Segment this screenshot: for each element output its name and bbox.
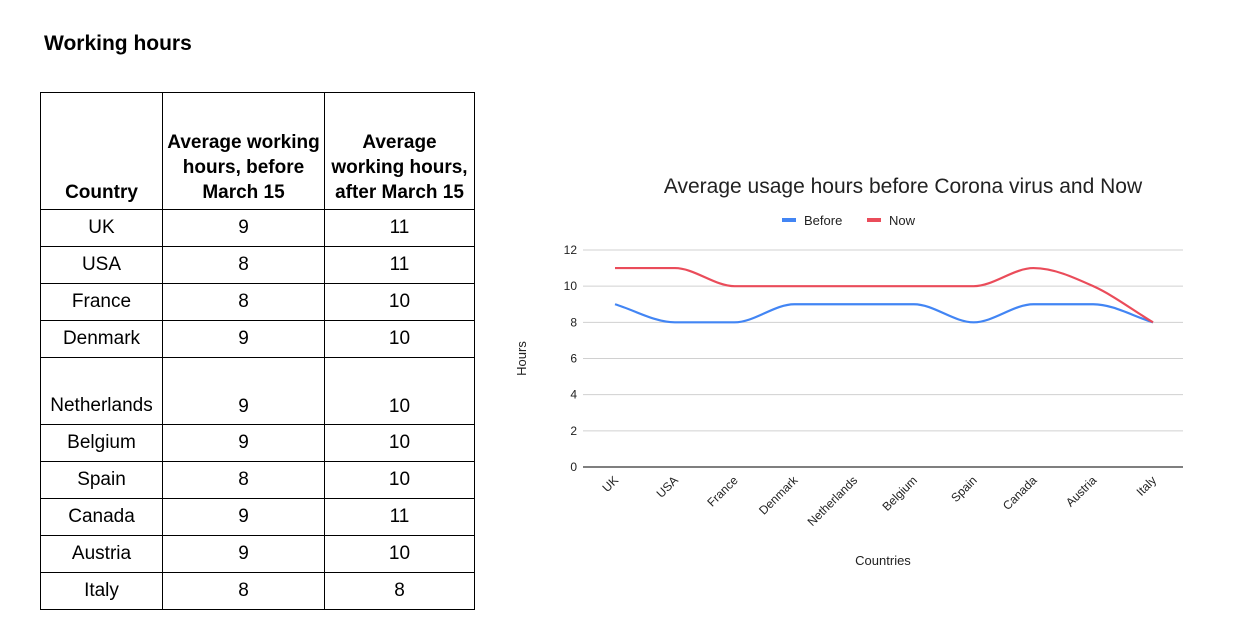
country-cell: Canada	[40, 498, 163, 536]
y-tick-label: 6	[570, 352, 577, 366]
x-tick-label: Belgium	[879, 473, 920, 514]
after-cell: 10	[324, 535, 475, 573]
header-after: Average working hours, after March 15	[324, 92, 475, 210]
legend-label-before: Before	[804, 213, 842, 228]
x-tick-label: Italy	[1134, 473, 1159, 498]
line-chart: Average usage hours before Corona virus …	[514, 175, 1183, 568]
table-row: France 8 10	[40, 283, 475, 321]
legend-label-now: Now	[889, 213, 916, 228]
table-row: Italy 8 8	[40, 572, 475, 610]
y-tick-label: 4	[570, 388, 577, 402]
after-cell: 10	[324, 461, 475, 499]
y-axis-title: Hours	[514, 341, 529, 376]
header-before: Average working hours, before March 15	[162, 92, 325, 210]
x-tick-label: Canada	[1000, 473, 1040, 513]
table-row: Belgium 9 10	[40, 424, 475, 462]
after-cell: 10	[324, 357, 475, 425]
before-cell: 9	[162, 357, 325, 425]
country-cell: Austria	[40, 535, 163, 573]
x-tick-label: UK	[599, 473, 621, 495]
before-cell: 9	[162, 320, 325, 358]
table-row: Austria 9 10	[40, 535, 475, 573]
y-tick-label: 2	[570, 424, 577, 438]
country-cell: Spain	[40, 461, 163, 499]
before-cell: 8	[162, 283, 325, 321]
after-cell: 11	[324, 209, 475, 247]
table-row: Denmark 9 10	[40, 320, 475, 358]
table-row: USA 8 11	[40, 246, 475, 284]
x-tick-label: France	[704, 473, 741, 510]
working-hours-table: Country Average working hours, before Ma…	[40, 92, 475, 610]
series-line-before	[614, 303, 1154, 324]
country-cell: France	[40, 283, 163, 321]
x-tick-label: Netherlands	[805, 473, 861, 529]
country-cell: Denmark	[40, 320, 163, 358]
after-cell: 10	[324, 320, 475, 358]
series-line-now	[614, 266, 1154, 324]
table-row: Netherlands 9 10	[40, 357, 475, 425]
after-cell: 10	[324, 424, 475, 462]
x-axis-title: Countries	[855, 553, 911, 568]
table-row: Spain 8 10	[40, 461, 475, 499]
y-tick-label: 12	[564, 243, 578, 257]
table-header-row: Country Average working hours, before Ma…	[40, 92, 475, 210]
before-cell: 8	[162, 572, 325, 610]
y-tick-label: 8	[570, 315, 577, 329]
country-cell: Netherlands	[40, 357, 163, 425]
before-cell: 8	[162, 461, 325, 499]
after-cell: 11	[324, 246, 475, 284]
before-cell: 9	[162, 209, 325, 247]
x-tick-label: USA	[654, 473, 681, 500]
after-cell: 8	[324, 572, 475, 610]
table-row: UK 9 11	[40, 209, 475, 247]
chart-title: Average usage hours before Corona virus …	[664, 175, 1143, 198]
before-cell: 9	[162, 498, 325, 536]
after-cell: 11	[324, 498, 475, 536]
before-cell: 9	[162, 535, 325, 573]
table-row: Canada 9 11	[40, 498, 475, 536]
x-tick-label: Spain	[948, 473, 980, 505]
before-cell: 8	[162, 246, 325, 284]
country-cell: UK	[40, 209, 163, 247]
country-cell: USA	[40, 246, 163, 284]
country-cell: Belgium	[40, 424, 163, 462]
country-cell: Italy	[40, 572, 163, 610]
page-title: Working hours	[44, 32, 192, 55]
header-country: Country	[40, 92, 163, 210]
y-tick-label: 0	[570, 460, 577, 474]
x-tick-label: Denmark	[756, 473, 801, 518]
after-cell: 10	[324, 283, 475, 321]
before-cell: 9	[162, 424, 325, 462]
x-tick-label: Austria	[1063, 473, 1100, 510]
y-tick-label: 10	[564, 279, 578, 293]
